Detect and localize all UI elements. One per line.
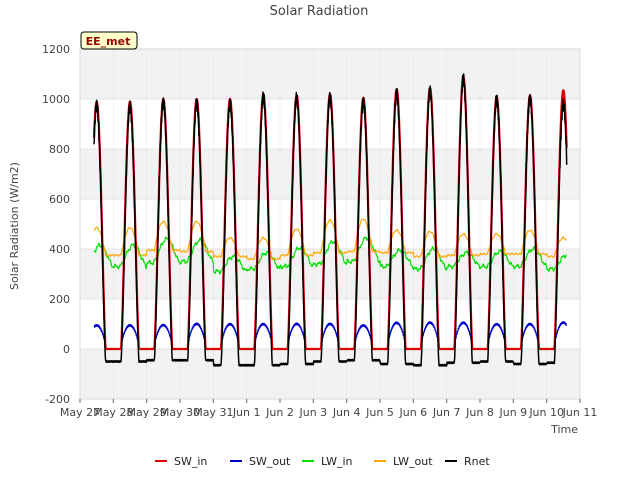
legend-label: LW_in: [321, 455, 353, 468]
legend-item: LW_in: [302, 455, 353, 468]
gridlines: [79, 48, 581, 400]
x-tick-label: Jun 10: [528, 406, 564, 419]
series-lines: [92, 73, 568, 367]
legend: SW_in SW_out LW_in LW_out Rnet: [155, 455, 490, 468]
legend-label: LW_out: [393, 455, 433, 468]
legend-label: Rnet: [464, 455, 490, 468]
x-tick-label: Jun 7: [432, 406, 461, 419]
legend-item: SW_out: [230, 455, 291, 468]
x-tick-label: May 30: [160, 406, 200, 419]
y-axis-label: Solar Radiation (W/m2): [8, 162, 21, 290]
y-tick-label: 800: [49, 143, 70, 156]
x-tick-label: Jun 3: [298, 406, 327, 419]
x-tick-label: Jun 2: [265, 406, 294, 419]
x-tick-label: May 27: [60, 406, 100, 419]
x-tick-label: Jun 1: [232, 406, 261, 419]
x-tick-label: May 31: [193, 406, 233, 419]
x-tick-label: Jun 9: [498, 406, 527, 419]
plot-band: [80, 349, 580, 399]
legend-item: LW_out: [374, 455, 433, 468]
legend-item: Rnet: [445, 455, 490, 468]
series-line-rnet: [93, 73, 568, 367]
x-tick-label: May 28: [93, 406, 133, 419]
legend-label: SW_in: [174, 455, 207, 468]
station-badge-box: [80, 31, 138, 50]
x-tick-label: May 29: [127, 406, 167, 419]
station-badge: EE_met: [80, 31, 138, 50]
station-badge-label: EE_met: [86, 35, 131, 48]
y-tick-label: 600: [49, 193, 70, 206]
x-tick-label: Jun 5: [365, 406, 394, 419]
x-tick-label: Jun 8: [465, 406, 494, 419]
y-tick-label: -200: [45, 393, 70, 406]
y-tick-label: 200: [49, 293, 70, 306]
plot-band: [80, 149, 580, 199]
series-line-sw-out: [93, 321, 568, 351]
x-axis-label: Time: [550, 423, 578, 436]
y-tick-label: 0: [63, 343, 70, 356]
y-tick-label: 1000: [42, 93, 70, 106]
plot-band: [80, 49, 580, 99]
x-tick-label: Jun 6: [398, 406, 427, 419]
series-line-lw-in: [93, 236, 567, 275]
x-tick-label: Jun 11: [562, 406, 598, 419]
x-tick-label: Jun 4: [332, 406, 361, 419]
legend-label: SW_out: [249, 455, 291, 468]
series-line-lw-out: [93, 218, 568, 261]
y-tick-label: 400: [49, 243, 70, 256]
y-axis-ticks: -200 0 200 400 600 800 1000 1200: [42, 43, 70, 406]
y-tick-label: 1200: [42, 43, 70, 56]
chart-title: Solar Radiation: [270, 4, 369, 19]
plot-band: [80, 249, 580, 299]
legend-item: SW_in: [155, 455, 207, 468]
plot-background-bands: [80, 49, 580, 399]
